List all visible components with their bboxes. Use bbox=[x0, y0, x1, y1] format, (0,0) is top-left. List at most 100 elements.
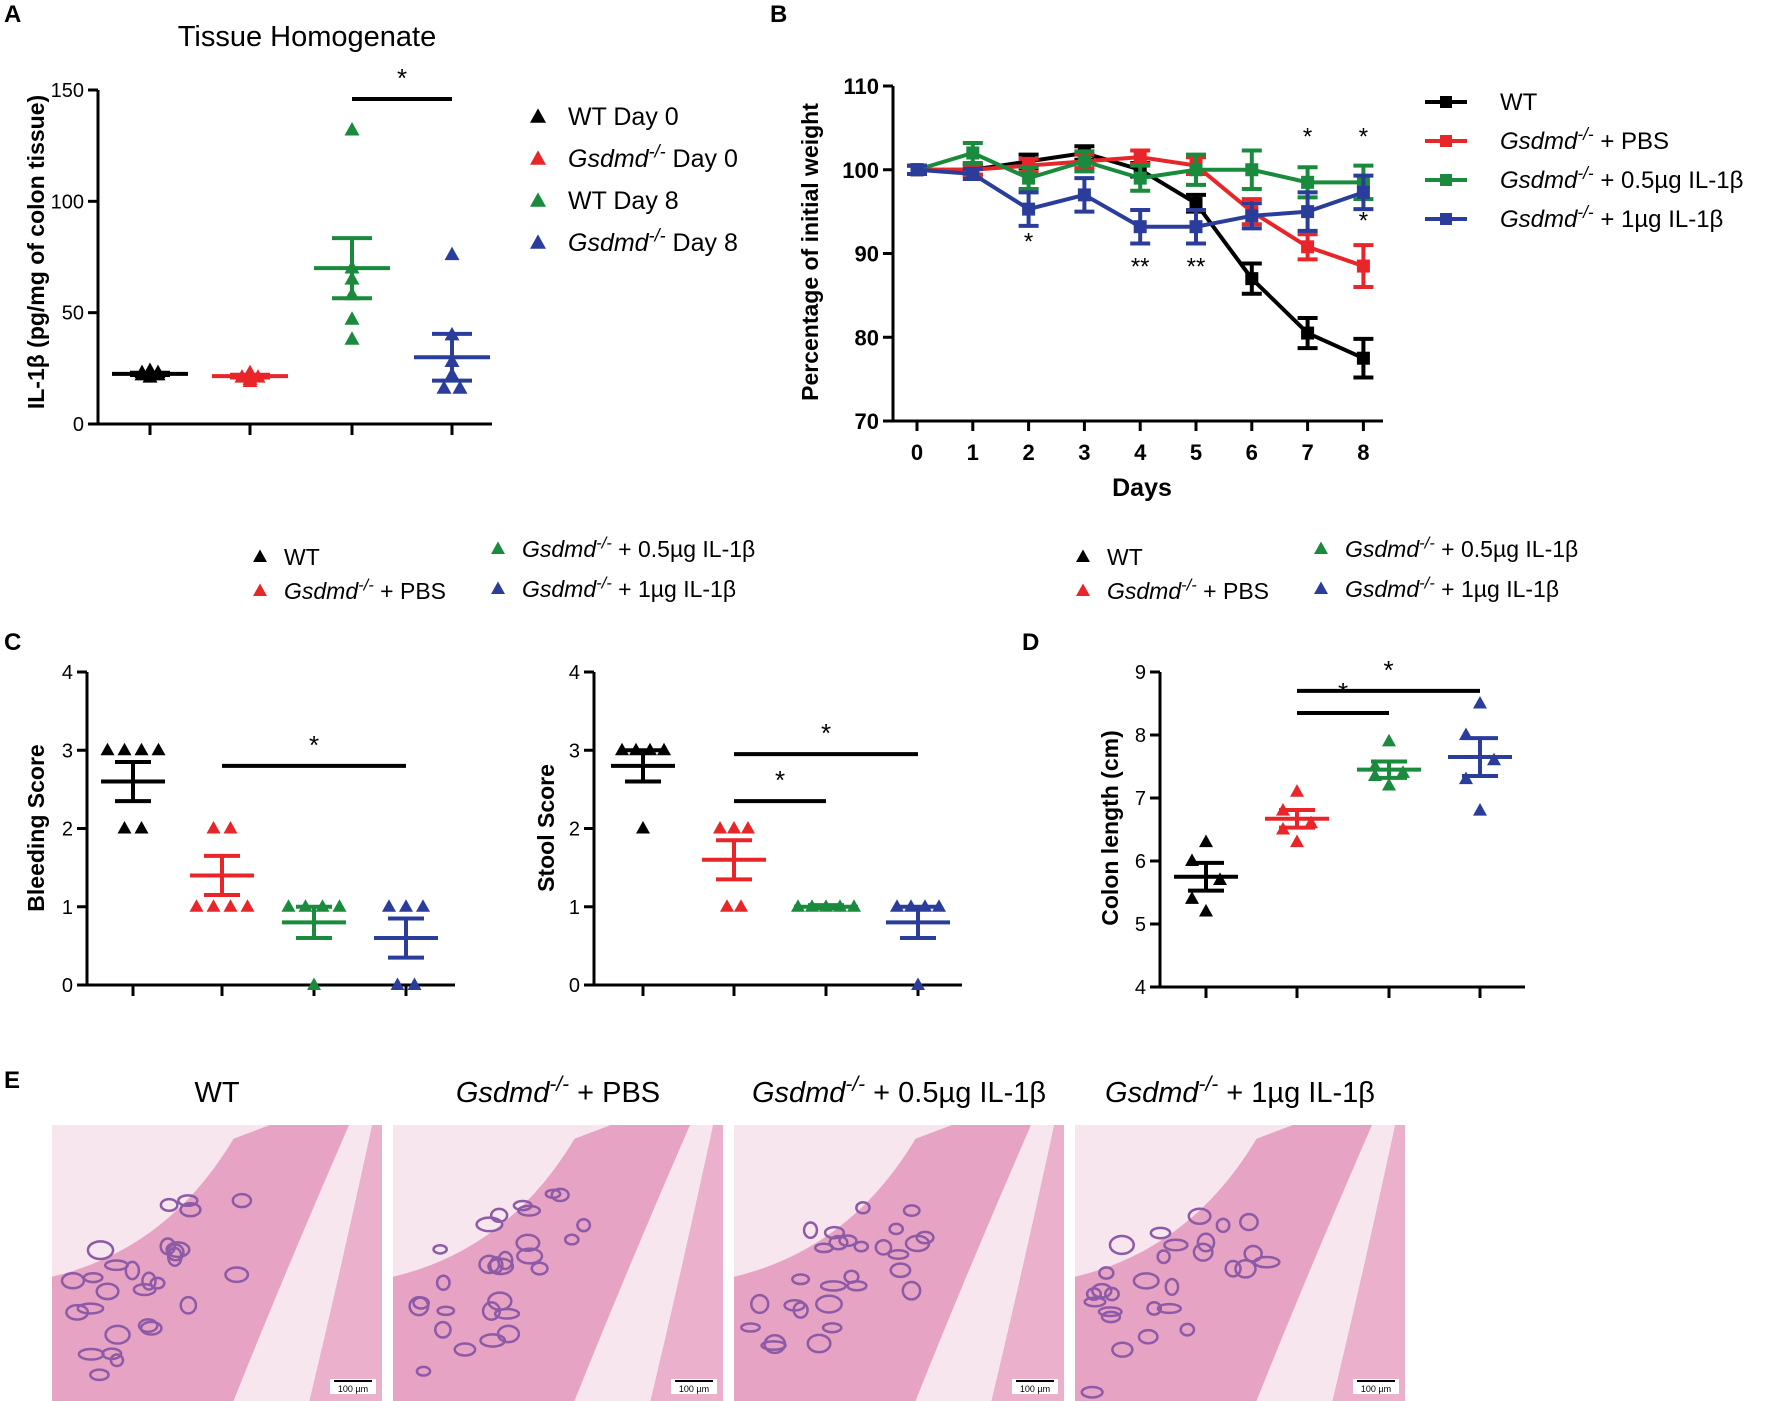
data-point bbox=[910, 163, 924, 177]
gland bbox=[516, 1247, 544, 1265]
panel-letter-a: A bbox=[4, 1, 21, 28]
y-tick-label: 0 bbox=[62, 975, 73, 997]
legend-label: Gsdmd-/- + 1µg IL-1β bbox=[522, 573, 736, 602]
legend-label: WT bbox=[284, 544, 320, 570]
data-point bbox=[307, 977, 321, 991]
gland bbox=[408, 1295, 430, 1317]
panel-letter-e: E bbox=[4, 1067, 20, 1094]
gland bbox=[888, 1222, 905, 1236]
scale-bar-label: 100 µm bbox=[1361, 1384, 1391, 1394]
legend-label: Gsdmd-/- + 1µg IL-1β bbox=[1500, 202, 1723, 233]
data-point bbox=[1199, 903, 1213, 917]
histology-title: WT bbox=[194, 1077, 239, 1109]
gland bbox=[1156, 1302, 1182, 1315]
data-point bbox=[1245, 163, 1259, 177]
gland bbox=[165, 1241, 191, 1259]
gland bbox=[1224, 1259, 1242, 1278]
legend-marker bbox=[491, 581, 505, 595]
gland bbox=[76, 1302, 105, 1315]
panel-b-legend: WT Gsdmd-/- + PBS Gsdmd-/- + 0.5µg IL-1β Gs… bbox=[1425, 89, 1743, 233]
gland bbox=[453, 1342, 477, 1357]
gland bbox=[177, 1194, 199, 1207]
legend-label: WT Day 8 bbox=[568, 187, 679, 215]
data-point bbox=[966, 146, 980, 160]
gland bbox=[576, 1218, 592, 1233]
data-point bbox=[1245, 272, 1259, 286]
scale-bar-label: 100 µm bbox=[1020, 1384, 1050, 1394]
data-point bbox=[390, 977, 405, 991]
legend-label: WT bbox=[1107, 544, 1143, 570]
gland bbox=[1179, 1322, 1196, 1337]
gland bbox=[1091, 1282, 1113, 1299]
gland bbox=[1103, 1286, 1120, 1302]
tissue-muscle bbox=[991, 1125, 1064, 1401]
gland bbox=[77, 1347, 105, 1361]
legend-label: Gsdmd-/- + 1µg IL-1β bbox=[1345, 573, 1559, 602]
gland bbox=[1111, 1341, 1134, 1358]
gland bbox=[435, 1274, 451, 1291]
significance-star: * bbox=[1359, 207, 1368, 234]
data-point bbox=[720, 899, 734, 912]
gland bbox=[432, 1243, 448, 1255]
legend-marker bbox=[1314, 581, 1328, 595]
y-tick-label: 4 bbox=[569, 662, 580, 684]
legend-marker bbox=[1440, 213, 1452, 225]
tissue-muscle bbox=[650, 1125, 723, 1401]
y-tick-label: 3 bbox=[62, 740, 73, 762]
histology-title: Gsdmd-/- + PBS bbox=[456, 1073, 660, 1109]
significance-star: * bbox=[1359, 124, 1368, 151]
legend-marker bbox=[253, 583, 267, 597]
y-tick-label: 0 bbox=[569, 975, 580, 997]
y-tick-label: 90 bbox=[855, 242, 879, 267]
panel-letter-c: C bbox=[4, 629, 21, 656]
panel-a-ylabel: IL-1β (pg/mg of colon tissue) bbox=[23, 95, 49, 409]
data-point bbox=[1199, 834, 1213, 848]
gland bbox=[815, 1294, 843, 1314]
scale-bar-box bbox=[1012, 1379, 1058, 1394]
gland bbox=[65, 1303, 90, 1321]
gland bbox=[137, 1318, 159, 1334]
legend-marker bbox=[1440, 174, 1452, 186]
data-point bbox=[1473, 695, 1487, 709]
scale-bar-box bbox=[671, 1379, 717, 1394]
gland bbox=[433, 1320, 452, 1339]
gland bbox=[823, 1225, 846, 1240]
significance-star: * bbox=[1024, 228, 1033, 255]
legend-label: WT bbox=[1500, 89, 1538, 116]
data-point bbox=[1077, 154, 1091, 168]
histology-image: 100 µm bbox=[393, 1125, 723, 1401]
data-point bbox=[1304, 815, 1318, 829]
data-point bbox=[344, 311, 360, 325]
panel-c-bleeding-ylabel: Bleeding Score bbox=[23, 744, 49, 911]
data-point bbox=[100, 742, 115, 756]
gland bbox=[231, 1192, 253, 1209]
gland bbox=[806, 1333, 832, 1354]
data-point bbox=[727, 820, 741, 834]
significance-star: * bbox=[1303, 124, 1312, 151]
legend-marker bbox=[1440, 135, 1452, 147]
y-tick-label: 8 bbox=[1135, 725, 1146, 747]
gland bbox=[481, 1301, 502, 1321]
data-point bbox=[1356, 185, 1370, 199]
gland bbox=[1234, 1259, 1257, 1279]
y-tick-label: 6 bbox=[1135, 851, 1146, 873]
panel-b-xlabel: Days bbox=[1112, 474, 1172, 502]
histology-image: 100 µm bbox=[1075, 1125, 1405, 1401]
data-point bbox=[1356, 259, 1370, 273]
gland bbox=[530, 1261, 549, 1276]
data-point bbox=[1077, 188, 1091, 202]
legend-label: Gsdmd-/- + PBS bbox=[1107, 575, 1269, 604]
y-tick-label: 0 bbox=[73, 414, 84, 436]
gland bbox=[415, 1365, 432, 1377]
y-tick-label: 4 bbox=[62, 662, 73, 684]
gland bbox=[1164, 1277, 1180, 1297]
gland bbox=[802, 1221, 819, 1240]
data-point bbox=[1189, 163, 1203, 177]
gland bbox=[497, 1250, 514, 1271]
x-tick-label: 1 bbox=[967, 440, 979, 465]
gland bbox=[783, 1299, 806, 1312]
legend-marker bbox=[530, 192, 546, 207]
gland bbox=[475, 1216, 504, 1233]
data-point bbox=[741, 820, 755, 834]
